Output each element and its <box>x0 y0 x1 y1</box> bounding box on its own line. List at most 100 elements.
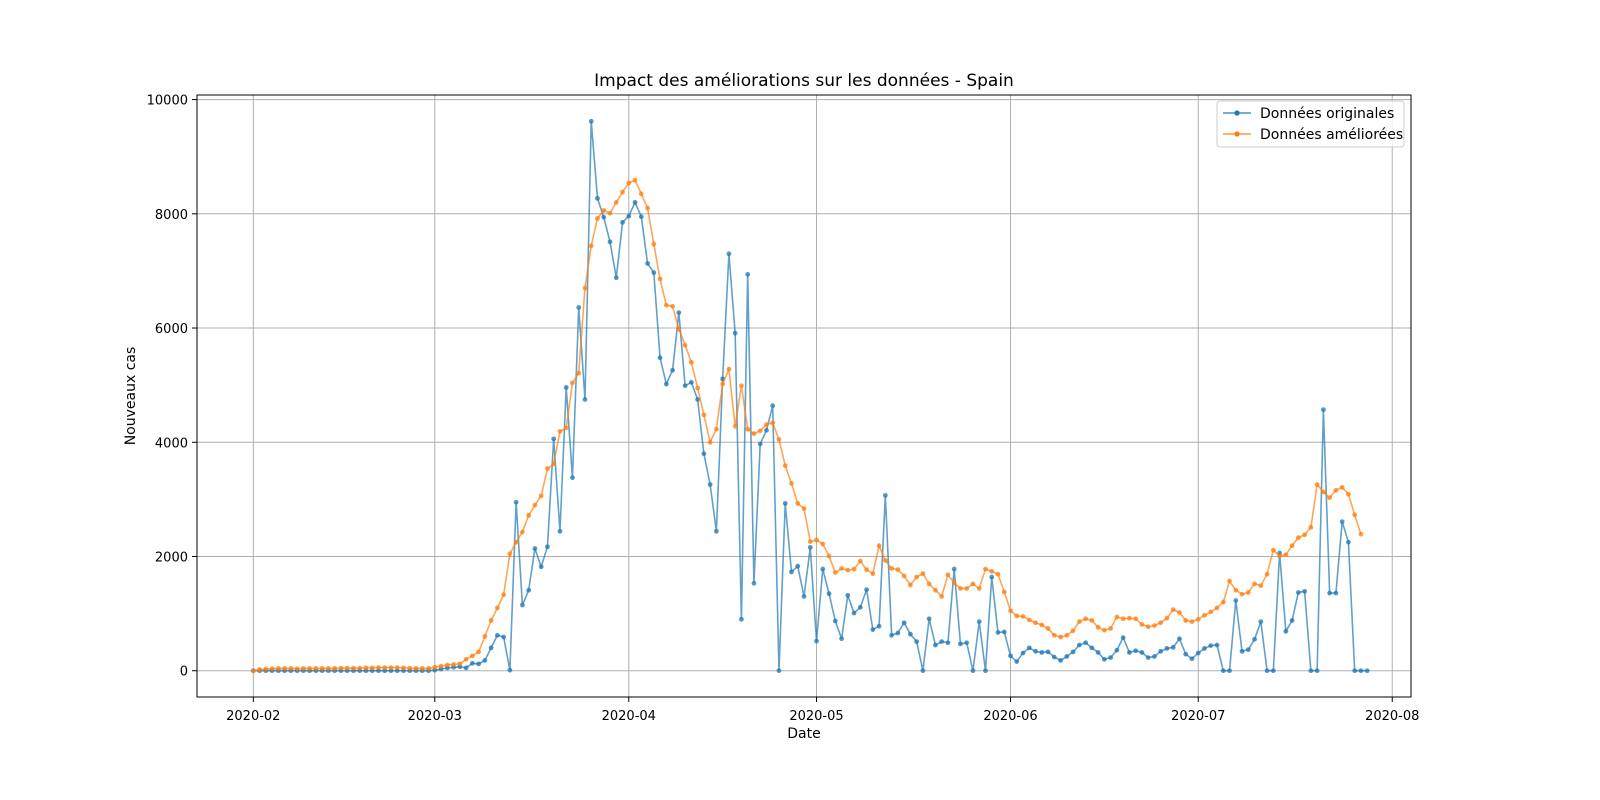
data-point <box>776 668 782 674</box>
x-axis-label: Date <box>787 726 820 742</box>
data-point <box>1058 634 1063 640</box>
data-point <box>907 631 913 637</box>
data-point <box>1045 626 1051 631</box>
data-point <box>1220 599 1226 605</box>
data-point <box>1164 615 1170 621</box>
data-point <box>513 499 519 505</box>
data-point <box>513 539 519 545</box>
data-point <box>576 370 582 376</box>
data-point <box>626 213 632 219</box>
data-point <box>707 482 713 487</box>
data-point <box>1358 668 1364 674</box>
data-point <box>707 439 713 445</box>
data-point <box>745 271 751 277</box>
data-point <box>682 383 688 389</box>
legend-label-improved: Données améliorées <box>1260 127 1403 143</box>
data-point <box>770 420 776 426</box>
data-point <box>713 426 719 432</box>
data-point <box>1195 650 1201 656</box>
data-point <box>1295 535 1301 541</box>
data-point <box>1258 583 1264 589</box>
data-point <box>1020 614 1026 619</box>
data-point <box>857 558 863 564</box>
data-point <box>494 632 500 638</box>
data-point <box>476 649 481 655</box>
data-point <box>1114 614 1120 620</box>
data-point <box>494 605 500 611</box>
data-point <box>1177 636 1182 642</box>
data-point <box>764 427 769 433</box>
data-point <box>294 666 300 672</box>
data-point <box>1158 620 1164 626</box>
data-point <box>657 276 663 282</box>
data-point <box>488 645 494 651</box>
x-tick-label: 2020-06 <box>983 709 1037 724</box>
data-point <box>394 665 400 670</box>
data-point <box>1289 543 1295 549</box>
data-point <box>476 661 481 667</box>
data-point <box>588 118 594 124</box>
data-point <box>613 199 619 205</box>
data-point <box>663 302 669 308</box>
data-point <box>1170 644 1176 650</box>
data-point <box>995 630 1001 635</box>
data-point <box>764 422 769 427</box>
data-point <box>870 571 876 577</box>
data-point <box>701 451 707 457</box>
data-point <box>351 665 356 671</box>
data-point <box>1008 608 1013 614</box>
data-point <box>613 275 619 281</box>
x-tick-label: 2020-08 <box>1365 709 1419 724</box>
data-point <box>1220 668 1226 674</box>
data-point <box>1227 578 1232 584</box>
data-point <box>1145 624 1151 630</box>
data-point <box>363 665 369 671</box>
data-point <box>1076 619 1082 625</box>
data-point <box>782 500 788 506</box>
legend-entry-improved: Données améliorées <box>1223 127 1403 143</box>
data-point <box>1026 645 1032 651</box>
data-point <box>563 385 569 390</box>
data-point <box>413 666 419 671</box>
data-point <box>663 381 669 387</box>
data-point <box>1120 635 1126 640</box>
legend-label-original: Données originales <box>1260 106 1394 122</box>
data-point <box>282 666 288 671</box>
data-point <box>983 566 988 572</box>
data-point <box>570 475 575 481</box>
data-point <box>638 214 644 220</box>
data-point <box>338 665 344 671</box>
data-point <box>526 587 532 593</box>
data-point <box>382 665 388 670</box>
data-point <box>444 662 450 668</box>
data-point <box>407 665 413 671</box>
data-point <box>1308 668 1314 674</box>
data-point <box>307 666 313 671</box>
data-point <box>676 310 682 316</box>
data-point <box>657 355 663 361</box>
data-point <box>889 566 895 571</box>
data-point <box>889 632 895 638</box>
data-point <box>970 581 976 587</box>
data-point <box>926 616 932 622</box>
y-axis-label: Nouveaux cas <box>123 347 139 446</box>
series-line <box>253 179 1362 672</box>
data-point <box>595 195 600 201</box>
x-tick-label: 2020-05 <box>789 709 843 724</box>
data-point <box>401 665 406 671</box>
data-point <box>1283 552 1289 558</box>
data-point <box>1177 610 1182 615</box>
data-point <box>520 602 525 608</box>
data-point <box>983 668 988 674</box>
data-point <box>739 383 744 389</box>
data-point <box>989 568 995 574</box>
data-point <box>388 665 394 670</box>
axis-ticks: 2020-02 2020-03 2020-04 2020-05 2020-06 2020-… <box>147 94 1420 724</box>
data-point <box>1208 643 1214 648</box>
data-point <box>1283 628 1289 634</box>
data-point <box>688 379 694 385</box>
data-point <box>770 403 776 409</box>
data-point <box>826 591 832 597</box>
data-point <box>1245 590 1251 595</box>
series-line <box>253 121 1368 672</box>
